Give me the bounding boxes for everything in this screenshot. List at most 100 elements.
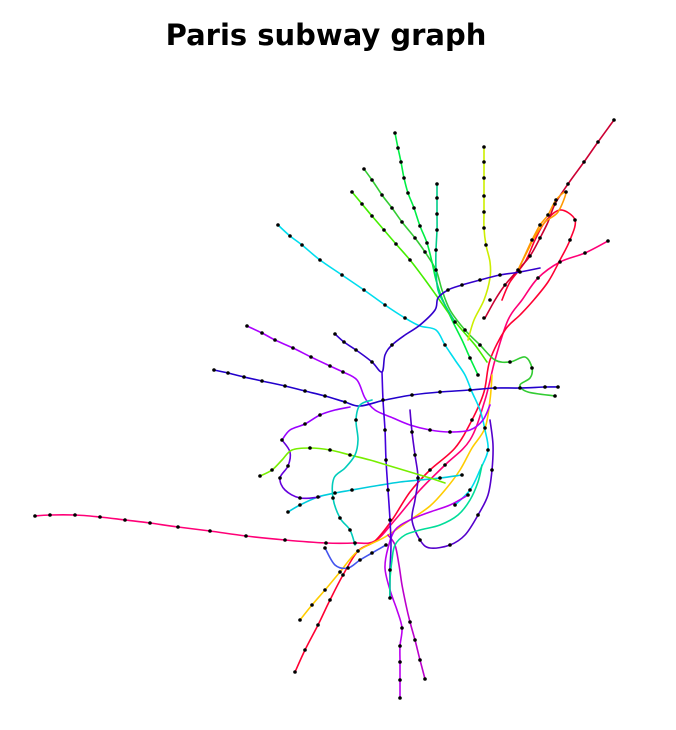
station-node: [356, 549, 360, 553]
station-node: [226, 371, 230, 375]
station-node: [353, 541, 357, 545]
station-node: [388, 596, 392, 600]
station-node: [564, 190, 568, 194]
station-node: [423, 250, 427, 254]
station-node: [425, 241, 429, 245]
station-node: [476, 373, 480, 377]
station-node: [530, 238, 534, 242]
station-node: [278, 476, 282, 480]
station-node: [453, 503, 457, 507]
station-node: [260, 331, 264, 335]
station-node: [303, 422, 307, 426]
subway-line: [409, 409, 494, 549]
station-node: [381, 398, 385, 402]
station-node: [273, 338, 277, 342]
station-node: [341, 573, 345, 577]
station-node: [418, 224, 422, 228]
station-node: [33, 514, 37, 518]
station-node: [270, 468, 274, 472]
station-node: [286, 464, 290, 468]
station-node: [583, 251, 587, 255]
station-node: [398, 678, 402, 682]
station-node: [543, 385, 547, 389]
station-node: [482, 176, 486, 180]
station-node: [403, 316, 407, 320]
subway-line: [384, 494, 469, 699]
station-node: [568, 238, 572, 242]
station-node: [412, 206, 416, 210]
station-node: [434, 248, 438, 252]
station-node: [98, 515, 102, 519]
station-node: [438, 476, 442, 480]
subway-line: [287, 474, 463, 513]
station-node: [358, 558, 362, 562]
station-node: [394, 242, 398, 246]
station-node: [470, 418, 474, 422]
station-node: [310, 603, 314, 607]
station-node: [350, 488, 354, 492]
station-node: [498, 273, 502, 277]
station-node: [370, 551, 374, 555]
subway-line: [517, 190, 567, 271]
station-node: [348, 453, 352, 457]
station-node: [443, 343, 447, 347]
station-node: [448, 543, 452, 547]
station-node: [573, 218, 577, 222]
subway-line: [363, 168, 556, 397]
station-node: [398, 644, 402, 648]
station-node: [418, 658, 422, 662]
station-node: [612, 118, 616, 122]
station-node: [242, 375, 246, 379]
station-node: [283, 538, 287, 542]
subway-line: [34, 240, 609, 545]
station-node: [328, 364, 332, 368]
station-node: [73, 513, 77, 517]
station-node: [328, 598, 332, 602]
station-node: [362, 288, 366, 292]
station-node: [428, 428, 432, 432]
station-node: [362, 167, 366, 171]
station-node: [350, 190, 354, 194]
station-node: [308, 446, 312, 450]
station-node: [434, 268, 438, 272]
station-node: [466, 493, 470, 497]
station-node: [596, 140, 600, 144]
station-node: [384, 458, 388, 462]
station-node: [423, 677, 427, 681]
station-node: [323, 546, 327, 550]
station-node: [448, 430, 452, 434]
station-node: [331, 496, 335, 500]
station-node: [460, 283, 464, 287]
station-node: [300, 243, 304, 247]
station-node: [528, 254, 532, 258]
subway-line: [281, 406, 351, 441]
station-node: [333, 332, 337, 336]
station-node: [293, 670, 297, 674]
station-node: [518, 270, 522, 274]
station-node: [536, 276, 540, 280]
station-node: [428, 468, 432, 472]
station-node: [328, 448, 332, 452]
station-node: [388, 518, 392, 522]
station-node: [280, 438, 284, 442]
station-node: [486, 448, 490, 452]
station-node: [446, 288, 450, 292]
station-node: [418, 538, 422, 542]
station-node: [468, 388, 472, 392]
station-node: [482, 210, 486, 214]
station-node: [556, 385, 560, 389]
station-node: [380, 193, 384, 197]
station-node: [482, 316, 486, 320]
subway-line: [299, 374, 493, 621]
station-node: [383, 303, 387, 307]
station-node: [303, 389, 307, 393]
station-node: [518, 386, 522, 390]
subway-line: [324, 544, 387, 570]
station-node: [338, 570, 342, 574]
subway-line: [334, 267, 541, 373]
subway-line: [467, 146, 492, 341]
station-node: [530, 366, 534, 370]
station-node: [316, 495, 320, 499]
station-node: [399, 160, 403, 164]
